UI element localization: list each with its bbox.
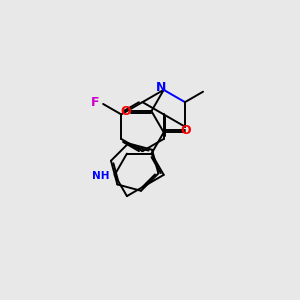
Text: NH: NH xyxy=(92,171,109,181)
Text: O: O xyxy=(181,124,191,137)
Text: O: O xyxy=(120,105,131,118)
Text: F: F xyxy=(91,96,100,109)
Text: N: N xyxy=(156,81,166,94)
